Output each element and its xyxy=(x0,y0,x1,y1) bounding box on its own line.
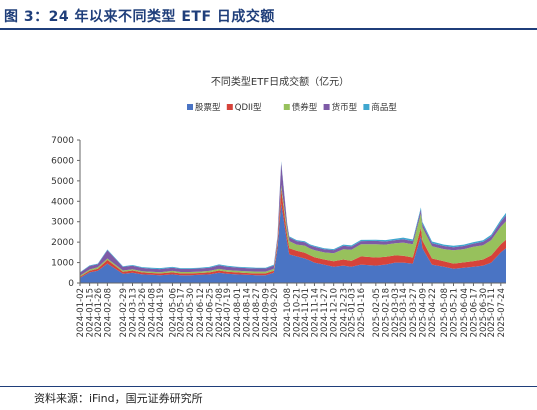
x-tick-label: 2024-06-12 xyxy=(196,288,206,337)
x-tick-label: 2025-03-27 xyxy=(409,288,419,337)
source-note: 资料来源：iFind，国元证券研究所 xyxy=(34,392,203,405)
x-tick-label: 2025-03-14 xyxy=(399,288,409,337)
x-tick-label: 2025-07-11 xyxy=(487,288,497,337)
x-tick-label: 2024-12-10 xyxy=(330,288,340,337)
y-tick-label: 4000 xyxy=(51,197,74,207)
x-tick-label: 2024-08-01 xyxy=(233,288,243,337)
y-tick-label: 5000 xyxy=(51,177,74,187)
y-tick-label: 3000 xyxy=(51,218,74,228)
legend-swatch-qdii xyxy=(226,104,233,110)
y-axis-ticks: 0 1000 2000 3000 4000 5000 6000 7000 xyxy=(51,136,80,289)
x-tick-label: 2024-07-08 xyxy=(215,288,225,337)
x-tick-label: 2024-05-06 xyxy=(168,288,178,337)
x-tick-label: 2025-05-08 xyxy=(440,288,450,337)
x-tick-label: 2025-06-04 xyxy=(460,288,470,337)
x-tick-label: 2024-04-08 xyxy=(148,288,158,337)
x-tick-label: 2025-01-16 xyxy=(357,288,367,337)
x-tick-label: 2024-01-26 xyxy=(94,288,104,337)
x-tick-label: 2025-02-18 xyxy=(381,288,391,337)
y-tick-label: 0 xyxy=(68,279,74,289)
x-tick-label: 2025-04-09 xyxy=(418,288,428,337)
series-area-stock xyxy=(80,203,506,283)
y-tick-label: 7000 xyxy=(51,136,74,146)
series-areas xyxy=(80,161,506,283)
x-tick-label: 2025-02-05 xyxy=(372,288,382,337)
legend-label-commodity: 商品型 xyxy=(371,102,397,113)
figure-label: 图 3：24 年以来不同类型 ETF 日成交额 xyxy=(4,9,275,25)
y-tick-label: 6000 xyxy=(51,156,74,166)
legend-label-bond: 债券型 xyxy=(292,102,318,113)
x-tick-label: 2024-02-08 xyxy=(103,288,113,337)
top-rule xyxy=(0,28,537,30)
legend-label-qdii: QDII型 xyxy=(235,103,262,113)
x-tick-label: 2025-06-30 xyxy=(479,288,489,337)
x-tick-label: 2024-01-15 xyxy=(86,288,96,337)
x-tick-label: 2024-11-27 xyxy=(320,288,330,337)
x-tick-label: 2024-08-27 xyxy=(252,288,262,337)
x-tick-label: 2024-10-08 xyxy=(283,288,293,337)
x-tick-label: 2024-11-14 xyxy=(310,288,320,337)
x-tick-label: 2024-04-19 xyxy=(156,288,166,337)
etf-turnover-chart: 不同类型ETF日成交额（亿元） 股票型 QDII型 债券型 货币型 商品型 0 1000 2… xyxy=(51,75,507,337)
x-tick-label: 2025-03-03 xyxy=(391,288,401,337)
x-tick-label: 2024-12-23 xyxy=(339,288,349,337)
legend-label-stock: 股票型 xyxy=(195,103,221,113)
x-tick-label: 2024-01-02 xyxy=(76,288,86,337)
legend-label-money: 货币型 xyxy=(332,102,358,113)
y-tick-label: 1000 xyxy=(51,259,74,269)
legend-swatch-commodity xyxy=(363,104,370,110)
x-tick-label: 2024-08-14 xyxy=(242,288,252,337)
x-tick-label: 2025-06-17 xyxy=(469,288,479,337)
series-area-qdii xyxy=(80,189,506,278)
x-tick-label: 2024-09-20 xyxy=(270,288,280,337)
chart-title: 不同类型ETF日成交额（亿元） xyxy=(211,75,349,88)
x-tick-label: 2025-05-21 xyxy=(449,288,459,337)
axes xyxy=(79,140,506,284)
y-tick-label: 2000 xyxy=(51,238,74,248)
legend-swatch-stock xyxy=(187,104,193,110)
x-tick-label: 2024-03-26 xyxy=(138,288,148,337)
series-area-bond xyxy=(80,184,506,277)
x-tick-label: 2024-03-13 xyxy=(129,288,139,337)
legend: 股票型 QDII型 债券型 货币型 商品型 xyxy=(187,102,397,113)
x-tick-label: 2024-09-09 xyxy=(262,288,272,337)
x-tick-label: 2024-05-30 xyxy=(186,288,196,337)
x-tick-label: 2024-02-29 xyxy=(119,288,129,337)
x-tick-label: 2024-07-19 xyxy=(223,288,233,337)
x-tick-label: 2025-04-22 xyxy=(428,288,438,337)
x-tick-label: 2025-07-24 xyxy=(497,288,507,337)
legend-swatch-money xyxy=(323,104,330,110)
x-tick-label: 2024-11-01 xyxy=(301,288,311,337)
x-tick-label: 2025-01-03 xyxy=(347,288,357,337)
x-tick-label: 2024-06-25 xyxy=(205,288,215,337)
x-tick-label: 2024-05-17 xyxy=(177,288,187,337)
bottom-rule xyxy=(0,386,537,387)
x-tick-label: 2024-10-21 xyxy=(293,288,303,337)
legend-swatch-bond xyxy=(283,104,290,110)
